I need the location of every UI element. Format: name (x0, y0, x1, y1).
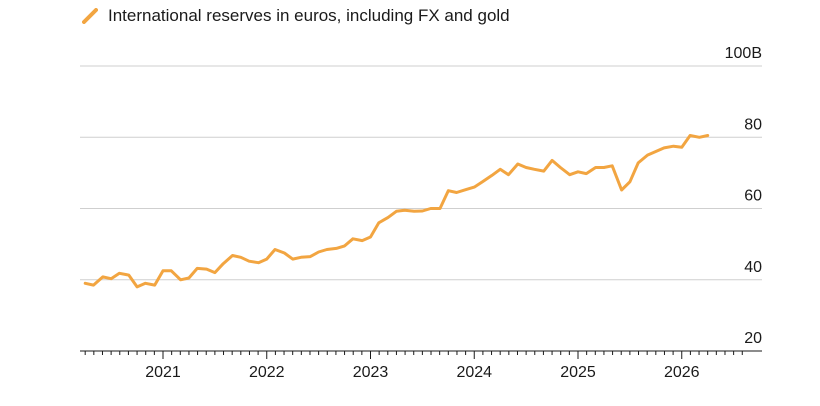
y-tick-label-80: 80 (744, 116, 762, 133)
legend-label: International reserves in euros, includi… (108, 6, 510, 25)
x-tick-label-2024: 2024 (456, 364, 492, 381)
x-tick-label-2026: 2026 (664, 364, 700, 381)
x-axis-ticks (84, 351, 743, 359)
gridlines (80, 65, 762, 281)
y-tick-label-60: 60 (744, 188, 762, 205)
x-tick-label-2025: 2025 (560, 364, 596, 381)
x-axis-labels: 2021 2022 2023 2024 2025 2026 (145, 364, 699, 381)
series-line-international-reserves (83, 134, 710, 289)
y-tick-label-40: 40 (744, 259, 762, 276)
x-tick-label-2023: 2023 (353, 364, 389, 381)
legend-line-swatch-icon (82, 8, 98, 24)
legend: International reserves in euros, includi… (82, 6, 510, 26)
y-axis-labels: 100B 80 60 40 20 (725, 45, 762, 347)
y-tick-label-20: 20 (744, 330, 762, 347)
x-tick-label-2022: 2022 (249, 364, 285, 381)
y-tick-label-100: 100B (725, 45, 762, 62)
x-tick-label-2021: 2021 (145, 364, 181, 381)
